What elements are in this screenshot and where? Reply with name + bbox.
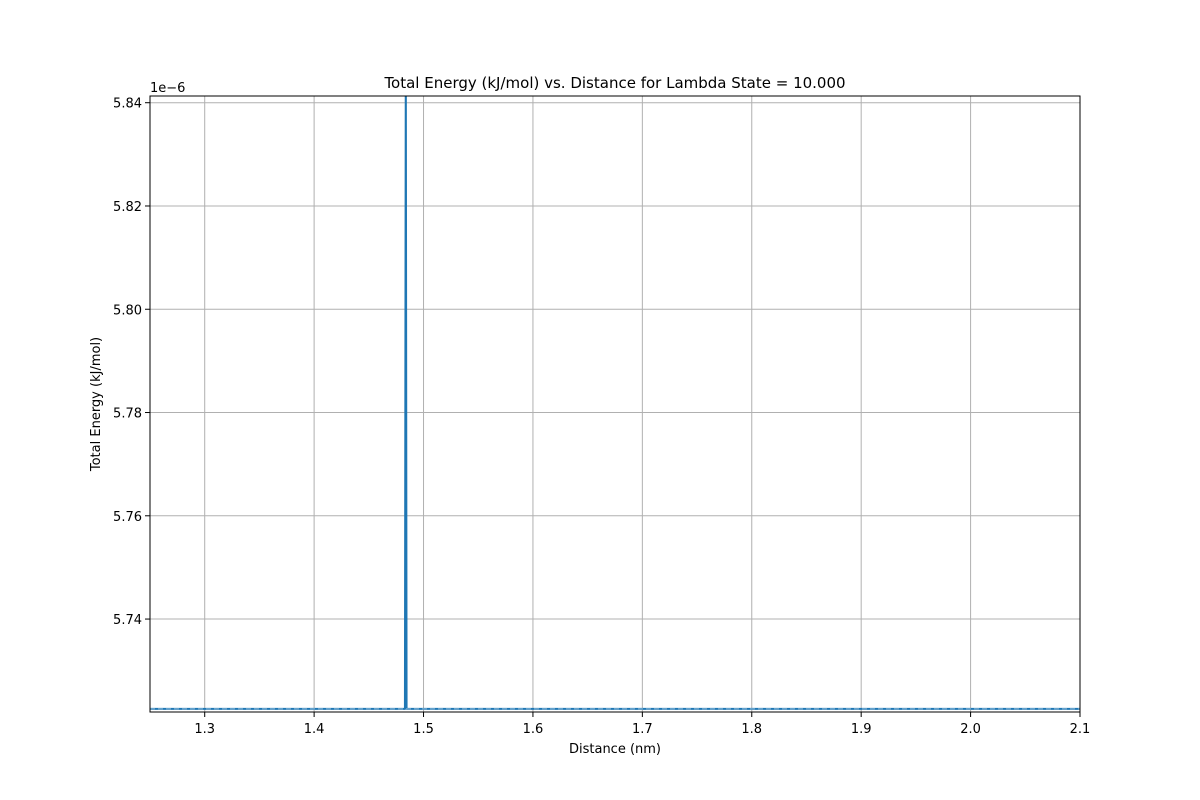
axes-frame <box>149 95 1081 713</box>
x-tick-label: 1.9 <box>851 722 872 737</box>
x-tick-label: 2.1 <box>1070 722 1091 737</box>
y-tick-label: 5.78 <box>113 407 142 422</box>
x-tick-label: 1.4 <box>304 722 325 737</box>
chart-title: Total Energy (kJ/mol) vs. Distance for L… <box>383 74 845 92</box>
x-tick-label: 1.6 <box>523 722 544 737</box>
x-tick-label: 1.5 <box>413 722 434 737</box>
x-tick-label: 2.0 <box>960 722 981 737</box>
y-axis-ticks: 5.74 5.76 5.78 5.80 5.82 5.84 <box>113 97 150 628</box>
series-layer <box>150 96 1080 710</box>
x-axis-ticks: 1.3 1.4 1.5 1.6 1.7 1.8 1.9 2.0 2.1 <box>194 712 1090 737</box>
y-axis-offset-label: 1e−6 <box>150 81 185 96</box>
y-tick-label: 5.74 <box>113 613 142 628</box>
x-tick-label: 1.3 <box>194 722 215 737</box>
y-tick-label: 5.76 <box>113 510 142 525</box>
x-tick-label: 1.7 <box>632 722 653 737</box>
y-axis-label: Total Energy (kJ/mol) <box>89 337 104 472</box>
plot-area <box>150 96 1080 712</box>
x-tick-label: 1.8 <box>741 722 762 737</box>
x-axis-label: Distance (nm) <box>569 742 661 757</box>
y-tick-label: 5.84 <box>113 97 142 112</box>
y-tick-label: 5.80 <box>113 303 142 318</box>
y-tick-label: 5.82 <box>113 200 142 215</box>
